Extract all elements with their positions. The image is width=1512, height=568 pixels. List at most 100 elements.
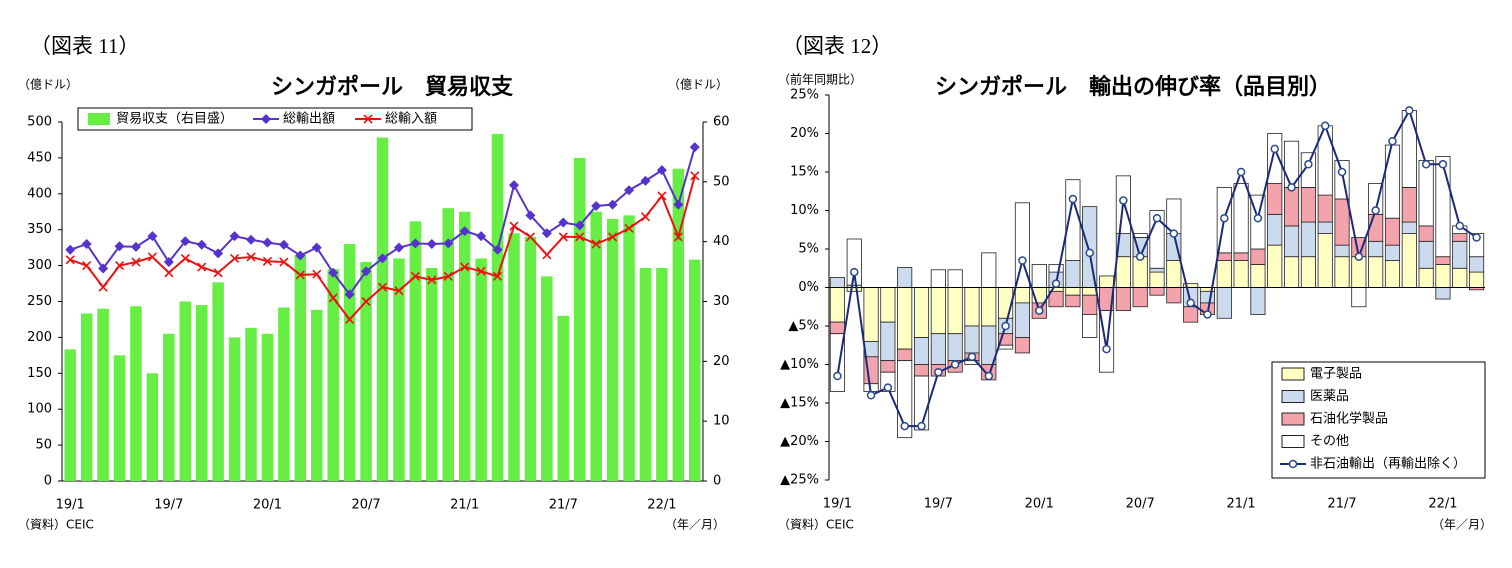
x-tick-label: 21/1 — [1227, 497, 1256, 512]
bar — [541, 276, 553, 481]
marker — [574, 220, 585, 231]
legend-box — [1271, 361, 1486, 479]
marker — [147, 231, 158, 242]
marker — [328, 267, 339, 278]
bar — [1284, 256, 1300, 288]
bar — [1384, 260, 1401, 288]
bar — [639, 267, 652, 481]
marker — [883, 383, 893, 392]
x-tick-label: 22/1 — [647, 498, 676, 513]
bar — [491, 133, 504, 481]
bar — [880, 321, 896, 362]
y-tick-label: ▲25% — [780, 473, 819, 488]
bar — [1351, 256, 1367, 288]
marker — [459, 226, 470, 237]
bar — [1435, 263, 1451, 288]
y2-tick-label: 0 — [713, 474, 721, 489]
marker-stroke — [295, 270, 305, 280]
marker-stroke — [180, 253, 190, 263]
marker — [363, 114, 373, 124]
bar — [557, 315, 570, 481]
bar — [1065, 287, 1081, 296]
bar — [930, 287, 946, 335]
bar — [1216, 287, 1232, 319]
marker — [196, 239, 207, 250]
bar — [897, 267, 913, 288]
marker — [1152, 213, 1162, 223]
marker — [246, 234, 257, 245]
bar — [1115, 287, 1131, 312]
bar — [1452, 240, 1468, 269]
marker — [114, 241, 125, 252]
marker — [917, 421, 926, 431]
x-tick-label: 22/1 — [1428, 497, 1457, 512]
bar — [590, 211, 602, 481]
bar — [656, 267, 668, 481]
marker — [1186, 298, 1195, 308]
marker — [98, 282, 108, 292]
bar — [1031, 263, 1047, 288]
marker — [476, 231, 487, 242]
bar — [897, 348, 913, 362]
marker — [1220, 213, 1229, 223]
bar — [212, 282, 224, 481]
y-tick-label: 15% — [790, 165, 819, 180]
bar — [409, 221, 422, 481]
bar — [1166, 260, 1182, 288]
bar — [1368, 240, 1384, 258]
marker — [689, 142, 700, 153]
bar — [913, 287, 930, 338]
bar — [1452, 267, 1468, 288]
marker-stroke — [345, 314, 355, 325]
marker — [1068, 194, 1078, 204]
bar — [846, 287, 862, 292]
marker — [197, 262, 207, 272]
marker — [213, 268, 223, 278]
marker — [1438, 160, 1448, 169]
marker — [509, 221, 519, 231]
marker — [607, 199, 618, 210]
marker — [1304, 160, 1313, 169]
bar — [1199, 290, 1216, 304]
y-tick-label: 5% — [798, 242, 819, 257]
bar — [981, 287, 997, 327]
marker-stroke — [164, 268, 174, 278]
bar — [1418, 240, 1434, 269]
bar — [1183, 306, 1199, 323]
legend-label: 非石油輸出（再輸出除く） — [1310, 457, 1466, 472]
marker — [246, 252, 256, 262]
bar — [897, 287, 913, 350]
marker — [525, 232, 535, 242]
bar — [1082, 287, 1098, 296]
marker — [164, 268, 174, 278]
bar — [863, 287, 879, 342]
marker-stroke — [443, 271, 453, 281]
bar — [1317, 221, 1333, 235]
marker-stroke — [575, 232, 585, 242]
bar — [1233, 183, 1249, 254]
source: （資料）CEIC — [778, 518, 854, 532]
x-tick-label: 20/7 — [351, 498, 380, 513]
marker-stroke — [394, 286, 404, 296]
bar — [1149, 271, 1165, 288]
source: （資料）CEIC — [18, 518, 94, 532]
bar — [442, 208, 454, 481]
marker — [866, 391, 876, 400]
y-tick-label: 0% — [798, 280, 819, 295]
marker — [525, 210, 536, 221]
bar — [1334, 256, 1350, 288]
y-tick-label: 0 — [44, 474, 52, 489]
marker — [1102, 344, 1111, 354]
bar — [998, 344, 1014, 350]
marker — [950, 360, 960, 369]
marker — [229, 231, 240, 242]
marker — [1035, 306, 1044, 315]
bar — [1418, 160, 1434, 227]
bar — [1334, 244, 1350, 258]
bar — [1469, 256, 1485, 273]
y-tick-label: ▲10% — [780, 357, 819, 372]
marker — [1001, 321, 1010, 331]
marker-stroke — [673, 232, 683, 242]
bar — [947, 333, 963, 362]
marker — [541, 228, 552, 239]
